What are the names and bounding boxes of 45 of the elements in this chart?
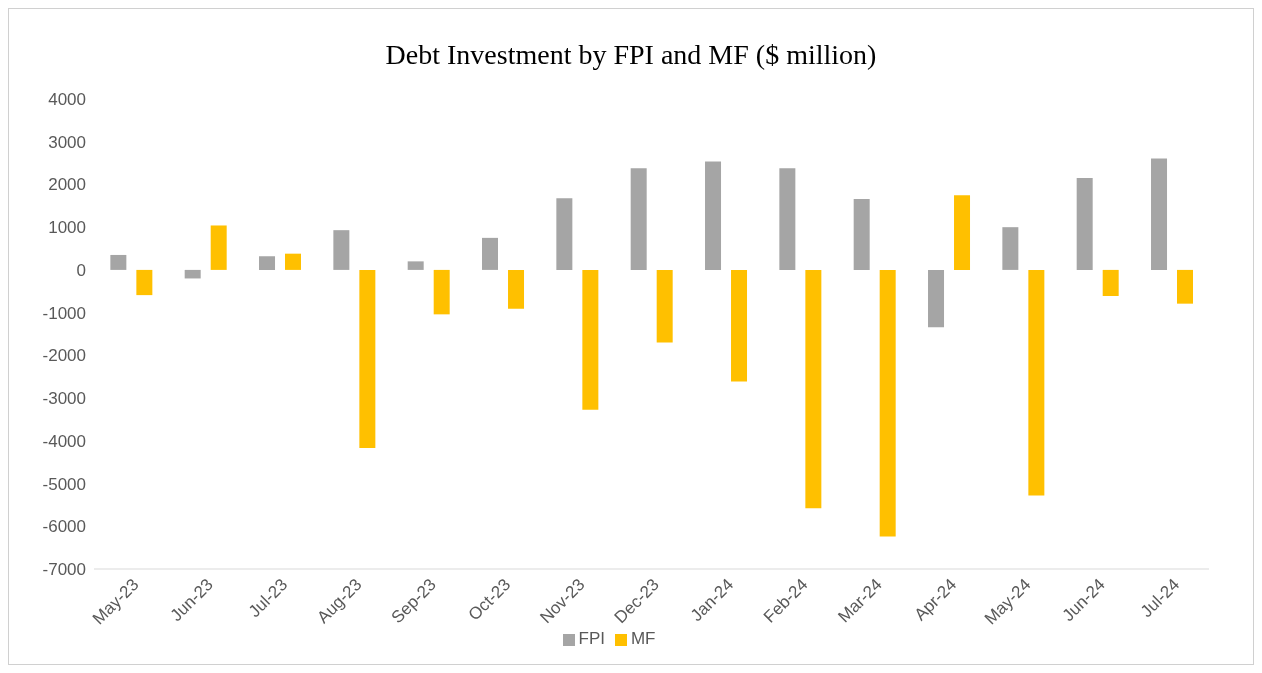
- bar: [1177, 269, 1194, 304]
- bar: [407, 261, 424, 270]
- bar: [433, 269, 450, 315]
- bar: [731, 269, 748, 382]
- bar: [359, 269, 376, 449]
- bar: [879, 269, 896, 537]
- bar: [928, 269, 945, 328]
- bar: [508, 269, 525, 309]
- legend-label: FPI: [578, 629, 605, 648]
- bar: [954, 195, 971, 270]
- y-tick-label: 4000: [48, 90, 86, 110]
- bar: [482, 237, 499, 270]
- bar: [1102, 269, 1119, 296]
- y-tick-label: 3000: [48, 132, 86, 152]
- y-tick-label: 0: [76, 260, 86, 280]
- bar: [705, 161, 722, 270]
- bar: [110, 254, 127, 270]
- bar: [333, 230, 350, 270]
- bar: [656, 269, 673, 343]
- y-tick-label: -3000: [42, 389, 86, 409]
- bar: [1028, 269, 1045, 496]
- y-tick-label: 2000: [48, 175, 86, 195]
- bar: [630, 168, 647, 270]
- y-tick-label: -1000: [42, 303, 86, 323]
- bar: [1076, 178, 1093, 270]
- bar: [1151, 158, 1168, 270]
- bar: [779, 168, 796, 270]
- y-tick-label: -2000: [42, 346, 86, 366]
- y-tick-label: -4000: [42, 431, 86, 451]
- y-tick-label: 1000: [48, 218, 86, 238]
- bar: [556, 198, 573, 270]
- bar: [285, 253, 302, 270]
- bar: [184, 269, 201, 279]
- bar: [853, 198, 870, 270]
- bar: [210, 225, 227, 270]
- y-tick-label: -7000: [42, 560, 86, 580]
- y-tick-label: -6000: [42, 517, 86, 537]
- bar: [582, 269, 599, 410]
- bar: [136, 269, 153, 296]
- bar: [1002, 227, 1019, 270]
- legend-label: MF: [630, 629, 656, 648]
- chart-title: Debt Investment by FPI and MF ($ million): [384, 38, 878, 72]
- bar: [805, 269, 822, 509]
- y-tick-label: -5000: [42, 474, 86, 494]
- bar: [259, 256, 276, 270]
